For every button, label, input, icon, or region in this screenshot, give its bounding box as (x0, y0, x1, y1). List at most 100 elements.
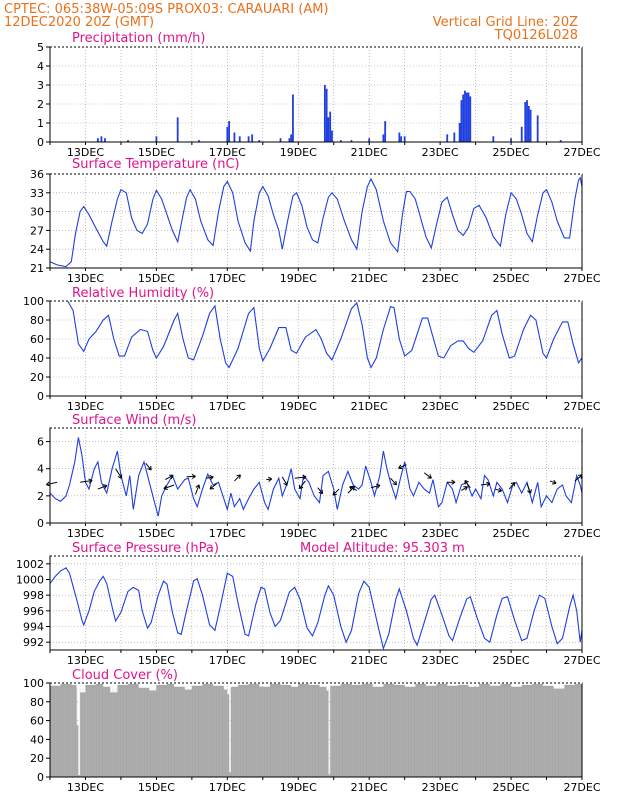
rh-ytick-label: 20 (30, 371, 44, 384)
precip-bar (510, 138, 512, 142)
wind-vector (464, 480, 471, 489)
wind-ytick-label: 6 (37, 436, 44, 449)
temp-xtick-label: 25DEC (493, 272, 530, 285)
precip-ytick-label: 4 (37, 60, 44, 73)
temp-xtick-label: 23DEC (422, 272, 459, 285)
wind-vector-head (427, 474, 432, 479)
wind-vector-head (236, 474, 241, 479)
wind-xtick-label: 17DEC (209, 527, 246, 540)
wind-xtick-label: 13DEC (67, 527, 104, 540)
wind-vector (332, 488, 340, 496)
precip-bar (446, 134, 449, 142)
wind-xtick-label: 25DEC (493, 527, 530, 540)
wind-vector-head (102, 484, 108, 489)
wind-vector (115, 468, 123, 479)
wind-vector-head (527, 489, 532, 494)
cloud-ytick-label: 20 (30, 752, 44, 765)
wind-vector-head (209, 475, 214, 481)
rh-xtick-label: 13DEC (67, 400, 104, 413)
pressure-altitude: Model Altitude: 95.303 m (300, 541, 465, 556)
precip-bar (536, 115, 539, 142)
pressure-xtick-label: 25DEC (493, 654, 530, 667)
precip-bar (398, 132, 401, 142)
wind-vector (549, 480, 557, 484)
pressure-ytick-label: 992 (23, 636, 44, 649)
precip-bar (100, 136, 103, 142)
pressure-xtick-label: 19DEC (280, 654, 317, 667)
wind-vector-head (552, 479, 557, 485)
pressure-title: Surface Pressure (hPa) (72, 541, 219, 556)
rh-xtick-label: 17DEC (209, 400, 246, 413)
wind-vector (294, 476, 307, 479)
wind-xtick-label: 23DEC (422, 527, 459, 540)
rh-ytick-label: 40 (30, 352, 44, 365)
pressure-ytick-label: 996 (23, 605, 44, 618)
precip-xtick-label: 13DEC (67, 146, 104, 159)
wind-xtick-label: 15DEC (138, 527, 175, 540)
rh-xtick-label: 23DEC (422, 400, 459, 413)
precip-bar (258, 140, 261, 142)
precip-bar (279, 138, 282, 142)
wind-vector-head (349, 485, 354, 491)
rh-ytick-label: 80 (30, 314, 44, 327)
wind-vector (163, 484, 175, 490)
pressure-xtick-label: 13DEC (67, 654, 104, 667)
cloud-area (50, 683, 582, 777)
precip-bar (323, 85, 326, 142)
wind-vector-head (497, 487, 503, 493)
temp-ytick-label: 36 (30, 168, 44, 181)
precip-title: Precipitation (mm/h) (72, 31, 205, 46)
wind-vector (461, 486, 468, 491)
pressure-ytick-label: 1002 (16, 558, 44, 571)
precip-xtick-label: 15DEC (138, 146, 175, 159)
wind-vector-head (332, 491, 338, 496)
wind-vector-head (169, 474, 174, 480)
precip-xtick-label: 17DEC (209, 146, 246, 159)
cloud-xtick-label: 15DEC (138, 781, 175, 794)
pressure-frame (49, 555, 583, 651)
pressure-ytick-label: 998 (23, 589, 44, 602)
temp-ytick-label: 33 (30, 187, 44, 200)
temp-line (49, 176, 583, 268)
rh-xtick-label: 19DEC (280, 400, 317, 413)
precip-bar (382, 134, 385, 142)
precip-bar (460, 100, 463, 142)
wind-line (49, 437, 583, 517)
rh-xtick-label: 15DEC (138, 400, 175, 413)
precip-bar (469, 96, 472, 142)
precip-ytick-label: 0 (37, 136, 44, 149)
cloud-xtick-label: 21DEC (351, 781, 388, 794)
wind-vector (390, 477, 397, 486)
pressure-xtick-label: 15DEC (138, 654, 175, 667)
cloud-xtick-label: 17DEC (209, 781, 246, 794)
wind-ytick-label: 4 (37, 463, 44, 476)
wind-vector (298, 480, 306, 490)
precip-bar (288, 138, 291, 142)
wind-vector-head (392, 480, 397, 486)
pressure-xtick-label: 21DEC (351, 654, 388, 667)
precip-bar (198, 140, 200, 142)
wind-vector-head (283, 481, 288, 486)
temp-xtick-label: 19DEC (280, 272, 317, 285)
temp-xtick-label: 17DEC (209, 272, 246, 285)
pressure-line (49, 567, 583, 651)
wind-vector-head (302, 474, 307, 480)
temp-ytick-label: 24 (30, 243, 44, 256)
rh-xtick-label: 27DEC (563, 400, 600, 413)
cloud-xtick-label: 13DEC (67, 781, 104, 794)
precip-bar (384, 121, 387, 142)
precip-bar (520, 126, 523, 142)
wind-vector-head (486, 481, 491, 487)
temp-frame (49, 173, 583, 269)
precip-bar (527, 105, 530, 142)
wind-xtick-label: 27DEC (563, 527, 600, 540)
pressure-panel: 992 994 996 998 1000 1002 13DEC 15DEC 17DEC 19DEC… (16, 555, 601, 667)
pressure-ytick-label: 994 (23, 621, 44, 634)
precip-ytick-label: 5 (37, 41, 44, 54)
temp-xtick-label: 21DEC (351, 272, 388, 285)
wind-vector (186, 475, 196, 478)
wind-vector-head (463, 486, 468, 491)
precip-bar (492, 136, 495, 142)
precip-bar (155, 136, 158, 142)
